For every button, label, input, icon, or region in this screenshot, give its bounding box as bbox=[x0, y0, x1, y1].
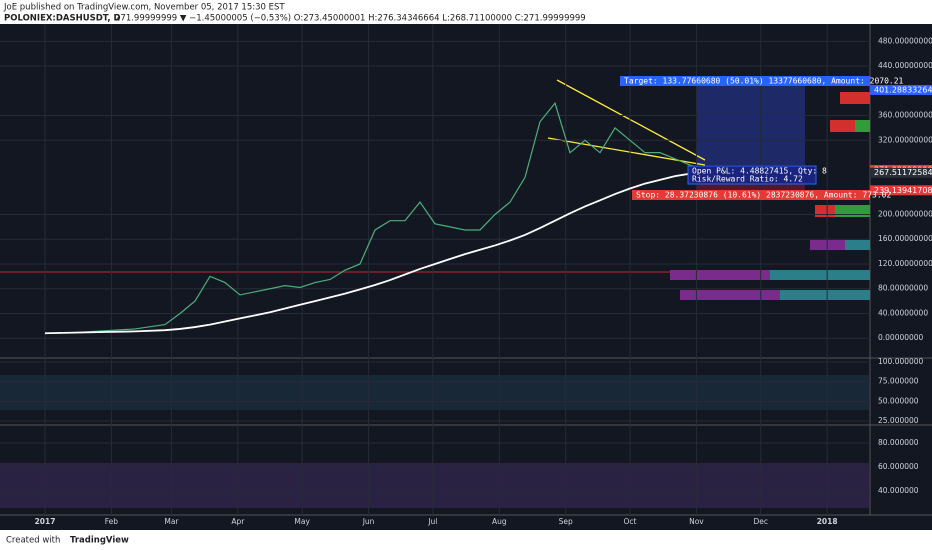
y-tick-label: 440.00000000 bbox=[878, 61, 932, 70]
y-tick-label: 60.000000 bbox=[878, 462, 919, 471]
rr-label: Risk/Reward Ratio: 4.72 bbox=[692, 175, 803, 184]
y-tick-label: 50.000000 bbox=[878, 396, 919, 405]
footer-bar bbox=[0, 530, 932, 550]
quote: 271.99999999 ▼ −1.45000005 (−0.53%) O:27… bbox=[115, 14, 586, 24]
x-tick-label: Nov bbox=[689, 517, 704, 526]
volume-profile bbox=[670, 92, 870, 300]
x-tick-label: Mar bbox=[164, 517, 179, 526]
header-bar bbox=[0, 0, 932, 24]
x-tick-label: Dec bbox=[753, 517, 768, 526]
y-tick-label: 320.00000000 bbox=[878, 135, 932, 144]
price-label-bg bbox=[870, 167, 932, 178]
price-label: 401.28833264 bbox=[874, 86, 932, 95]
y-tick-label: 40.000000 bbox=[878, 486, 919, 495]
footer-created: Created with bbox=[6, 536, 60, 546]
osc-band bbox=[0, 375, 870, 410]
rsi-band bbox=[0, 463, 870, 508]
y-tick-label: 120.00000000 bbox=[878, 259, 932, 268]
price-label-bg bbox=[870, 185, 932, 196]
x-tick-label: Jun bbox=[362, 517, 375, 526]
price-label: 267.51172584 bbox=[874, 168, 932, 177]
y-tick-label: 360.00000000 bbox=[878, 111, 932, 120]
x-tick-label: May bbox=[294, 517, 310, 526]
y-tick-label: 160.00000000 bbox=[878, 234, 932, 243]
footer-brand: TradingView bbox=[70, 536, 129, 546]
stop-label: Stop: 28.37230876 (10.61%) 2837230876, A… bbox=[636, 191, 891, 200]
publisher: JoE published on TradingView.com, Novemb… bbox=[3, 3, 285, 13]
pnl-box bbox=[687, 165, 817, 185]
x-tick-label: Aug bbox=[492, 517, 507, 526]
x-tick-label: Apr bbox=[231, 517, 245, 526]
trend-line bbox=[556, 79, 706, 161]
y-tick-label: 480.00000000 bbox=[878, 36, 932, 45]
x-tick-label: Jul bbox=[427, 517, 437, 526]
y-tick-label: 40.00000000 bbox=[878, 308, 928, 317]
stop-box bbox=[632, 190, 870, 200]
target-box bbox=[620, 76, 870, 86]
x-tick-label: Sep bbox=[559, 517, 573, 526]
y-tick-label: 100.000000 bbox=[878, 357, 924, 366]
price-line bbox=[44, 101, 706, 334]
price-label-bg bbox=[870, 85, 932, 96]
target-zone bbox=[697, 80, 805, 165]
y-tick-label: 25.000000 bbox=[878, 416, 919, 425]
price-line bbox=[44, 170, 706, 335]
y-tick-label: 75.000000 bbox=[878, 377, 919, 386]
target-label: Target: 133.77660680 (50.01%) 1337766068… bbox=[624, 77, 904, 86]
price-label: 239.13941708 bbox=[874, 186, 932, 195]
y-tick-label: 200.00000000 bbox=[878, 210, 932, 219]
x-tick-label: 2018 bbox=[817, 517, 838, 526]
y-tick-label: 80.00000000 bbox=[878, 284, 928, 293]
symbol: POLONIEX:DASHUSDT, D bbox=[4, 14, 121, 24]
x-tick-label: Feb bbox=[105, 517, 119, 526]
x-tick-label: 2017 bbox=[35, 517, 56, 526]
y-tick-label: 0.00000000 bbox=[878, 333, 924, 342]
x-tick-label: Oct bbox=[624, 517, 637, 526]
y-tick-label: 80.000000 bbox=[878, 438, 919, 447]
pnl-label: Open P&L: 4.48827415, Qty: 8 bbox=[692, 167, 827, 176]
